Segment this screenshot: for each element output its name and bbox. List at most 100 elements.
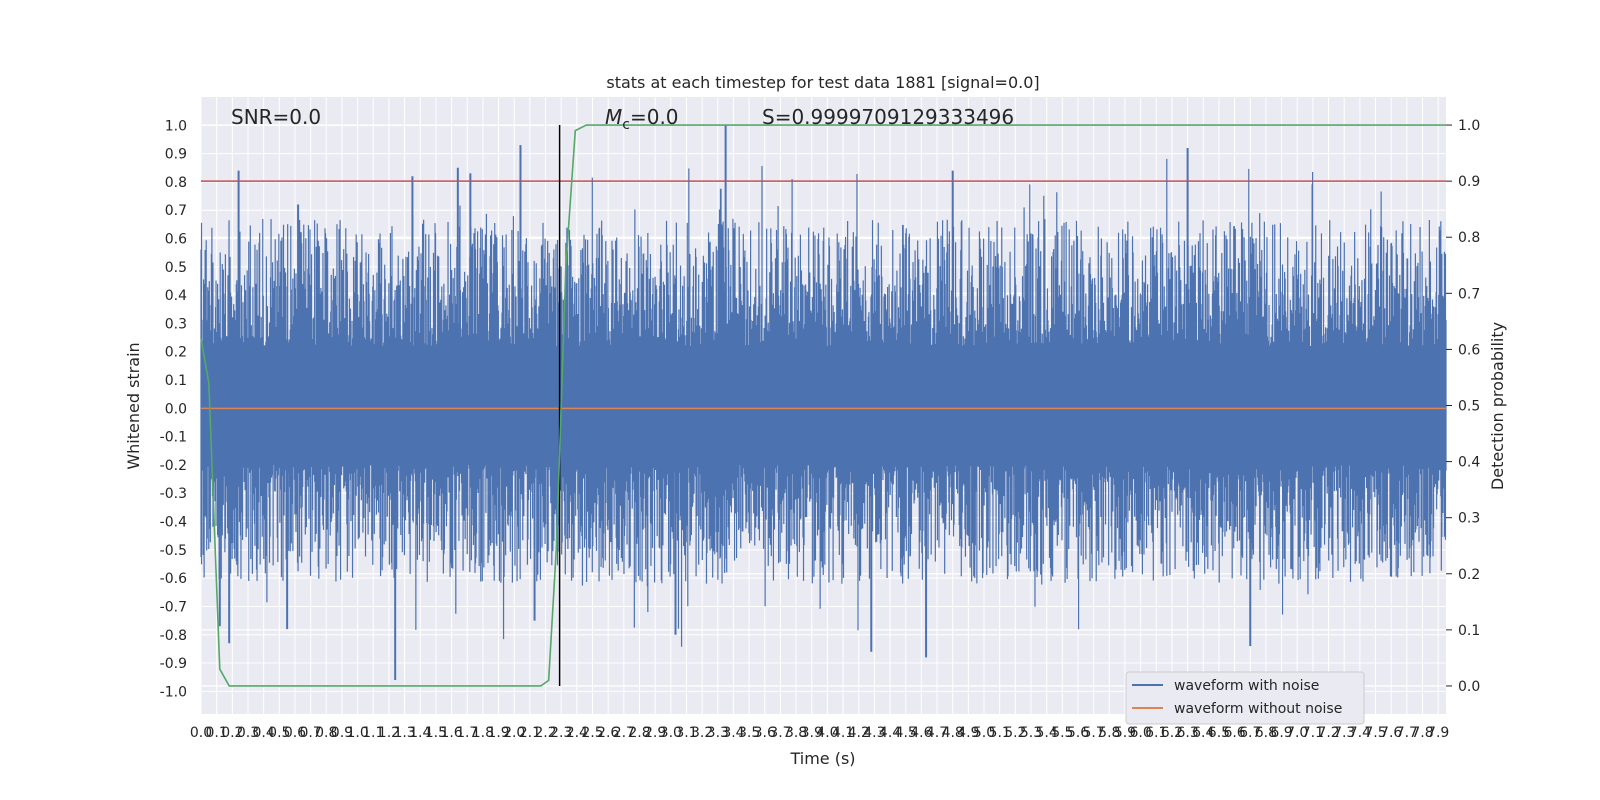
- x-tick-label: 6.9: [1270, 725, 1292, 741]
- y-tick-label: -1.0: [160, 684, 187, 700]
- y2-tick-label: 0.7: [1458, 286, 1480, 302]
- x-tick-label: 5.1: [989, 725, 1011, 741]
- x-tick-label: 5.0: [973, 725, 995, 741]
- x-tick-label: 4.7: [926, 725, 948, 741]
- x-tick-label: 3.5: [738, 725, 760, 741]
- x-tick-label: 3.9: [801, 725, 823, 741]
- x-tick-label: 1.0: [346, 725, 368, 741]
- x-tick-label: 5.3: [1020, 725, 1042, 741]
- x-tick-label: 3.3: [707, 725, 729, 741]
- x-tick-label: 7.0: [1286, 725, 1308, 741]
- x-tick-label: 7.5: [1364, 725, 1386, 741]
- y-tick-label: -0.8: [160, 628, 187, 644]
- y-tick-label: -0.4: [160, 515, 187, 531]
- y-tick-label: 0.2: [165, 345, 187, 361]
- x-tick-label: 2.3: [550, 725, 572, 741]
- x-tick-label: 4.8: [942, 725, 964, 741]
- y2-tick-label: 0.8: [1458, 230, 1480, 246]
- y-tick-label: 0.0: [165, 401, 187, 417]
- x-tick-label: 7.4: [1349, 725, 1371, 741]
- x-tick-label: 3.1: [675, 725, 697, 741]
- y-tick-label: 0.9: [165, 147, 187, 163]
- x-tick-label: 1.1: [362, 725, 384, 741]
- x-tick-label: 2.6: [597, 725, 619, 741]
- y2-tick-label: 0.0: [1458, 679, 1480, 695]
- x-tick-label: 7.1: [1302, 725, 1324, 741]
- x-tick-label: 0.3: [237, 725, 259, 741]
- annotation-snr: SNR=0.0: [231, 105, 321, 129]
- x-tick-label: 2.9: [644, 725, 666, 741]
- x-tick-label: 2.5: [581, 725, 603, 741]
- y2-tick-label: 0.2: [1458, 567, 1480, 583]
- x-tick-label: 4.6: [910, 725, 932, 741]
- legend-label-clean: waveform without noise: [1174, 701, 1342, 717]
- y-tick-label: -0.5: [160, 543, 187, 559]
- x-tick-label: 5.6: [1067, 725, 1089, 741]
- overlays: [200, 124, 1446, 687]
- x-tick-label: 2.2: [534, 725, 556, 741]
- x-tick-label: 6.3: [1176, 725, 1198, 741]
- x-tick-label: 2.8: [628, 725, 650, 741]
- y2-tick-label: 0.1: [1458, 623, 1480, 639]
- y2-tick-label: 0.9: [1458, 174, 1480, 190]
- x-tick-label: 0.1: [206, 725, 228, 741]
- y2-tick-label: 0.6: [1458, 342, 1480, 358]
- x-tick-label: 0.8: [315, 725, 337, 741]
- x-tick-label: 5.8: [1098, 725, 1120, 741]
- ticks: 0.00.10.20.30.40.50.60.70.80.91.01.11.21…: [160, 118, 1481, 741]
- y-tick-label: 0.7: [165, 203, 187, 219]
- x-tick-label: 1.3: [393, 725, 415, 741]
- x-tick-label: 7.9: [1427, 725, 1449, 741]
- x-tick-label: 0.6: [284, 725, 306, 741]
- x-tick-label: 6.5: [1208, 725, 1230, 741]
- x-tick-label: 0.9: [331, 725, 353, 741]
- x-tick-label: 1.6: [440, 725, 462, 741]
- x-tick-label: 2.1: [519, 725, 541, 741]
- x-tick-label: 1.7: [456, 725, 478, 741]
- x-tick-label: 3.6: [754, 725, 776, 741]
- x-tick-label: 3.7: [769, 725, 791, 741]
- x-tick-label: 0.2: [221, 725, 243, 741]
- y-tick-label: 1.0: [165, 118, 187, 134]
- x-tick-label: 4.0: [816, 725, 838, 741]
- y2-axis-label: Detection probability: [1488, 322, 1507, 490]
- x-tick-label: 1.2: [378, 725, 400, 741]
- y2-tick-label: 0.3: [1458, 511, 1480, 527]
- x-tick-label: 1.8: [472, 725, 494, 741]
- chart-title: stats at each timestep for test data 188…: [606, 73, 1039, 92]
- y-tick-label: -0.9: [160, 656, 187, 672]
- x-tick-label: 7.2: [1317, 725, 1339, 741]
- x-tick-label: 6.7: [1239, 725, 1261, 741]
- x-tick-label: 5.7: [1083, 725, 1105, 741]
- x-tick-label: 5.2: [1004, 725, 1026, 741]
- x-tick-label: 4.9: [957, 725, 979, 741]
- x-tick-label: 5.5: [1051, 725, 1073, 741]
- legend: waveform with noise waveform without noi…: [1125, 671, 1365, 725]
- x-tick-label: 4.1: [832, 725, 854, 741]
- x-tick-label: 3.2: [691, 725, 713, 741]
- x-tick-label: 7.3: [1333, 725, 1355, 741]
- x-tick-label: 0.0: [190, 725, 212, 741]
- y-tick-label: 0.1: [165, 373, 187, 389]
- legend-box: [1125, 671, 1365, 725]
- x-tick-label: 2.0: [503, 725, 525, 741]
- x-tick-label: 3.0: [660, 725, 682, 741]
- x-tick-label: 1.4: [409, 725, 431, 741]
- x-tick-label: 7.8: [1411, 725, 1433, 741]
- y-tick-label: 0.6: [165, 232, 187, 248]
- legend-label-noise: waveform with noise: [1174, 678, 1319, 694]
- x-tick-label: 0.4: [253, 725, 275, 741]
- x-tick-label: 4.4: [879, 725, 901, 741]
- x-tick-label: 6.0: [1129, 725, 1151, 741]
- x-tick-label: 6.8: [1255, 725, 1277, 741]
- y-tick-label: -0.7: [160, 599, 187, 615]
- x-tick-label: 2.7: [613, 725, 635, 741]
- x-tick-label: 6.1: [1145, 725, 1167, 741]
- y-axis-label: Whitened strain: [124, 342, 143, 469]
- y2-tick-label: 0.4: [1458, 455, 1480, 471]
- x-tick-label: 4.3: [863, 725, 885, 741]
- x-tick-label: 6.2: [1161, 725, 1183, 741]
- series-detection-probability: [200, 124, 1446, 687]
- annotation-mc: Mc=0.0: [605, 105, 679, 133]
- y2-tick-label: 1.0: [1458, 118, 1480, 134]
